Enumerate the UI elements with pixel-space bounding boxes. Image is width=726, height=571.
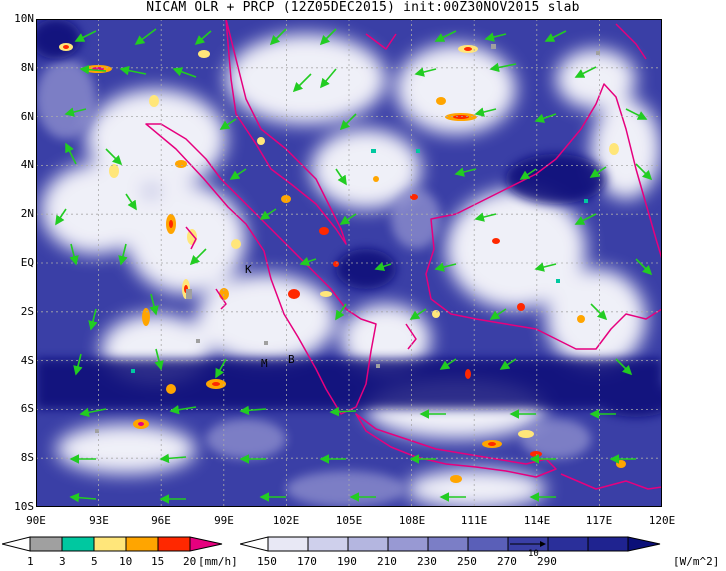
lat-label: 6N [20, 110, 34, 123]
olr-units: [W/m^2] [673, 555, 720, 568]
wind-vectors [55, 28, 653, 504]
olr-tick: 230 [417, 555, 437, 568]
olr-tick: 290 [537, 555, 557, 568]
lat-label: 4N [20, 158, 34, 171]
olr-tick: 210 [377, 555, 397, 568]
olr-bar-seg [347, 536, 389, 552]
lon-label: 117E [585, 514, 613, 527]
coastlines [145, 19, 662, 490]
precip-tick: 20 [183, 555, 197, 568]
lat-label: 2S [20, 305, 34, 318]
precip-bar-seg-2 [61, 536, 95, 552]
olr-bar-seg [467, 536, 509, 552]
vector-reference-label: 10 [528, 549, 539, 559]
olr-bar-under [240, 536, 269, 552]
lon-label: 96E [151, 514, 171, 527]
lon-label: 114E [523, 514, 551, 527]
lon-label: 102E [272, 514, 300, 527]
olr-bar-seg [387, 536, 429, 552]
map-frame [36, 19, 662, 507]
precip-bar-seg-4 [125, 536, 159, 552]
lon-label: 99E [214, 514, 234, 527]
lon-label: 93E [89, 514, 109, 527]
olr-tick: 270 [497, 555, 517, 568]
lon-label: 111E [460, 514, 488, 527]
precip-teal-cells [131, 149, 588, 373]
olr-bar-seg [267, 536, 309, 552]
lat-label: 4S [20, 354, 34, 367]
lon-label: 108E [398, 514, 426, 527]
precip-tick: 3 [59, 555, 66, 568]
olr-tick: 150 [257, 555, 277, 568]
olr-bar-seg [307, 536, 349, 552]
precip-tick: 5 [91, 555, 98, 568]
lat-label: 2N [20, 207, 34, 220]
precip-tick: 10 [119, 555, 133, 568]
olr-tick: 250 [457, 555, 477, 568]
olr-tick: 190 [337, 555, 357, 568]
place-label-m: M [261, 357, 268, 370]
lat-label: 10N [14, 12, 34, 25]
precip-bar-seg-3 [93, 536, 127, 552]
place-label-b: B [288, 353, 295, 366]
chart-title: NICAM OLR + PRCP (12Z05DEC2015) init:00Z… [146, 0, 580, 15]
lat-label: 8S [20, 451, 34, 464]
lat-label: 10S [14, 500, 34, 513]
vector-reference-arrowhead [540, 541, 546, 547]
olr-bar-seg [427, 536, 469, 552]
olr-colorbar [240, 536, 661, 552]
precip-bar-seg-1 [29, 536, 63, 552]
precip-bar-under [2, 536, 31, 552]
place-label-k: K [245, 263, 252, 276]
olr-bar-over [627, 536, 661, 552]
lat-label: EQ [20, 256, 34, 269]
lat-label: 6S [20, 402, 34, 415]
lon-label: 90E [26, 514, 46, 527]
precip-colorbar [2, 536, 223, 552]
olr-tick: 170 [297, 555, 317, 568]
map-panel: K M B [36, 19, 662, 507]
lon-label: 120E [648, 514, 676, 527]
precip-tick: 15 [151, 555, 165, 568]
precip-units: [mm/h] [198, 555, 238, 568]
precip-bar-seg-5 [157, 536, 191, 552]
precip-gray-cells [95, 44, 600, 433]
olr-bar-seg [547, 536, 589, 552]
precip-tick: 1 [27, 555, 34, 568]
precip-bar-over [189, 536, 223, 552]
lat-label: 8N [20, 61, 34, 74]
grid-lines [36, 19, 662, 507]
olr-bar-seg [587, 536, 629, 552]
olr-clouds-medium [36, 59, 591, 507]
lon-label: 105E [335, 514, 363, 527]
